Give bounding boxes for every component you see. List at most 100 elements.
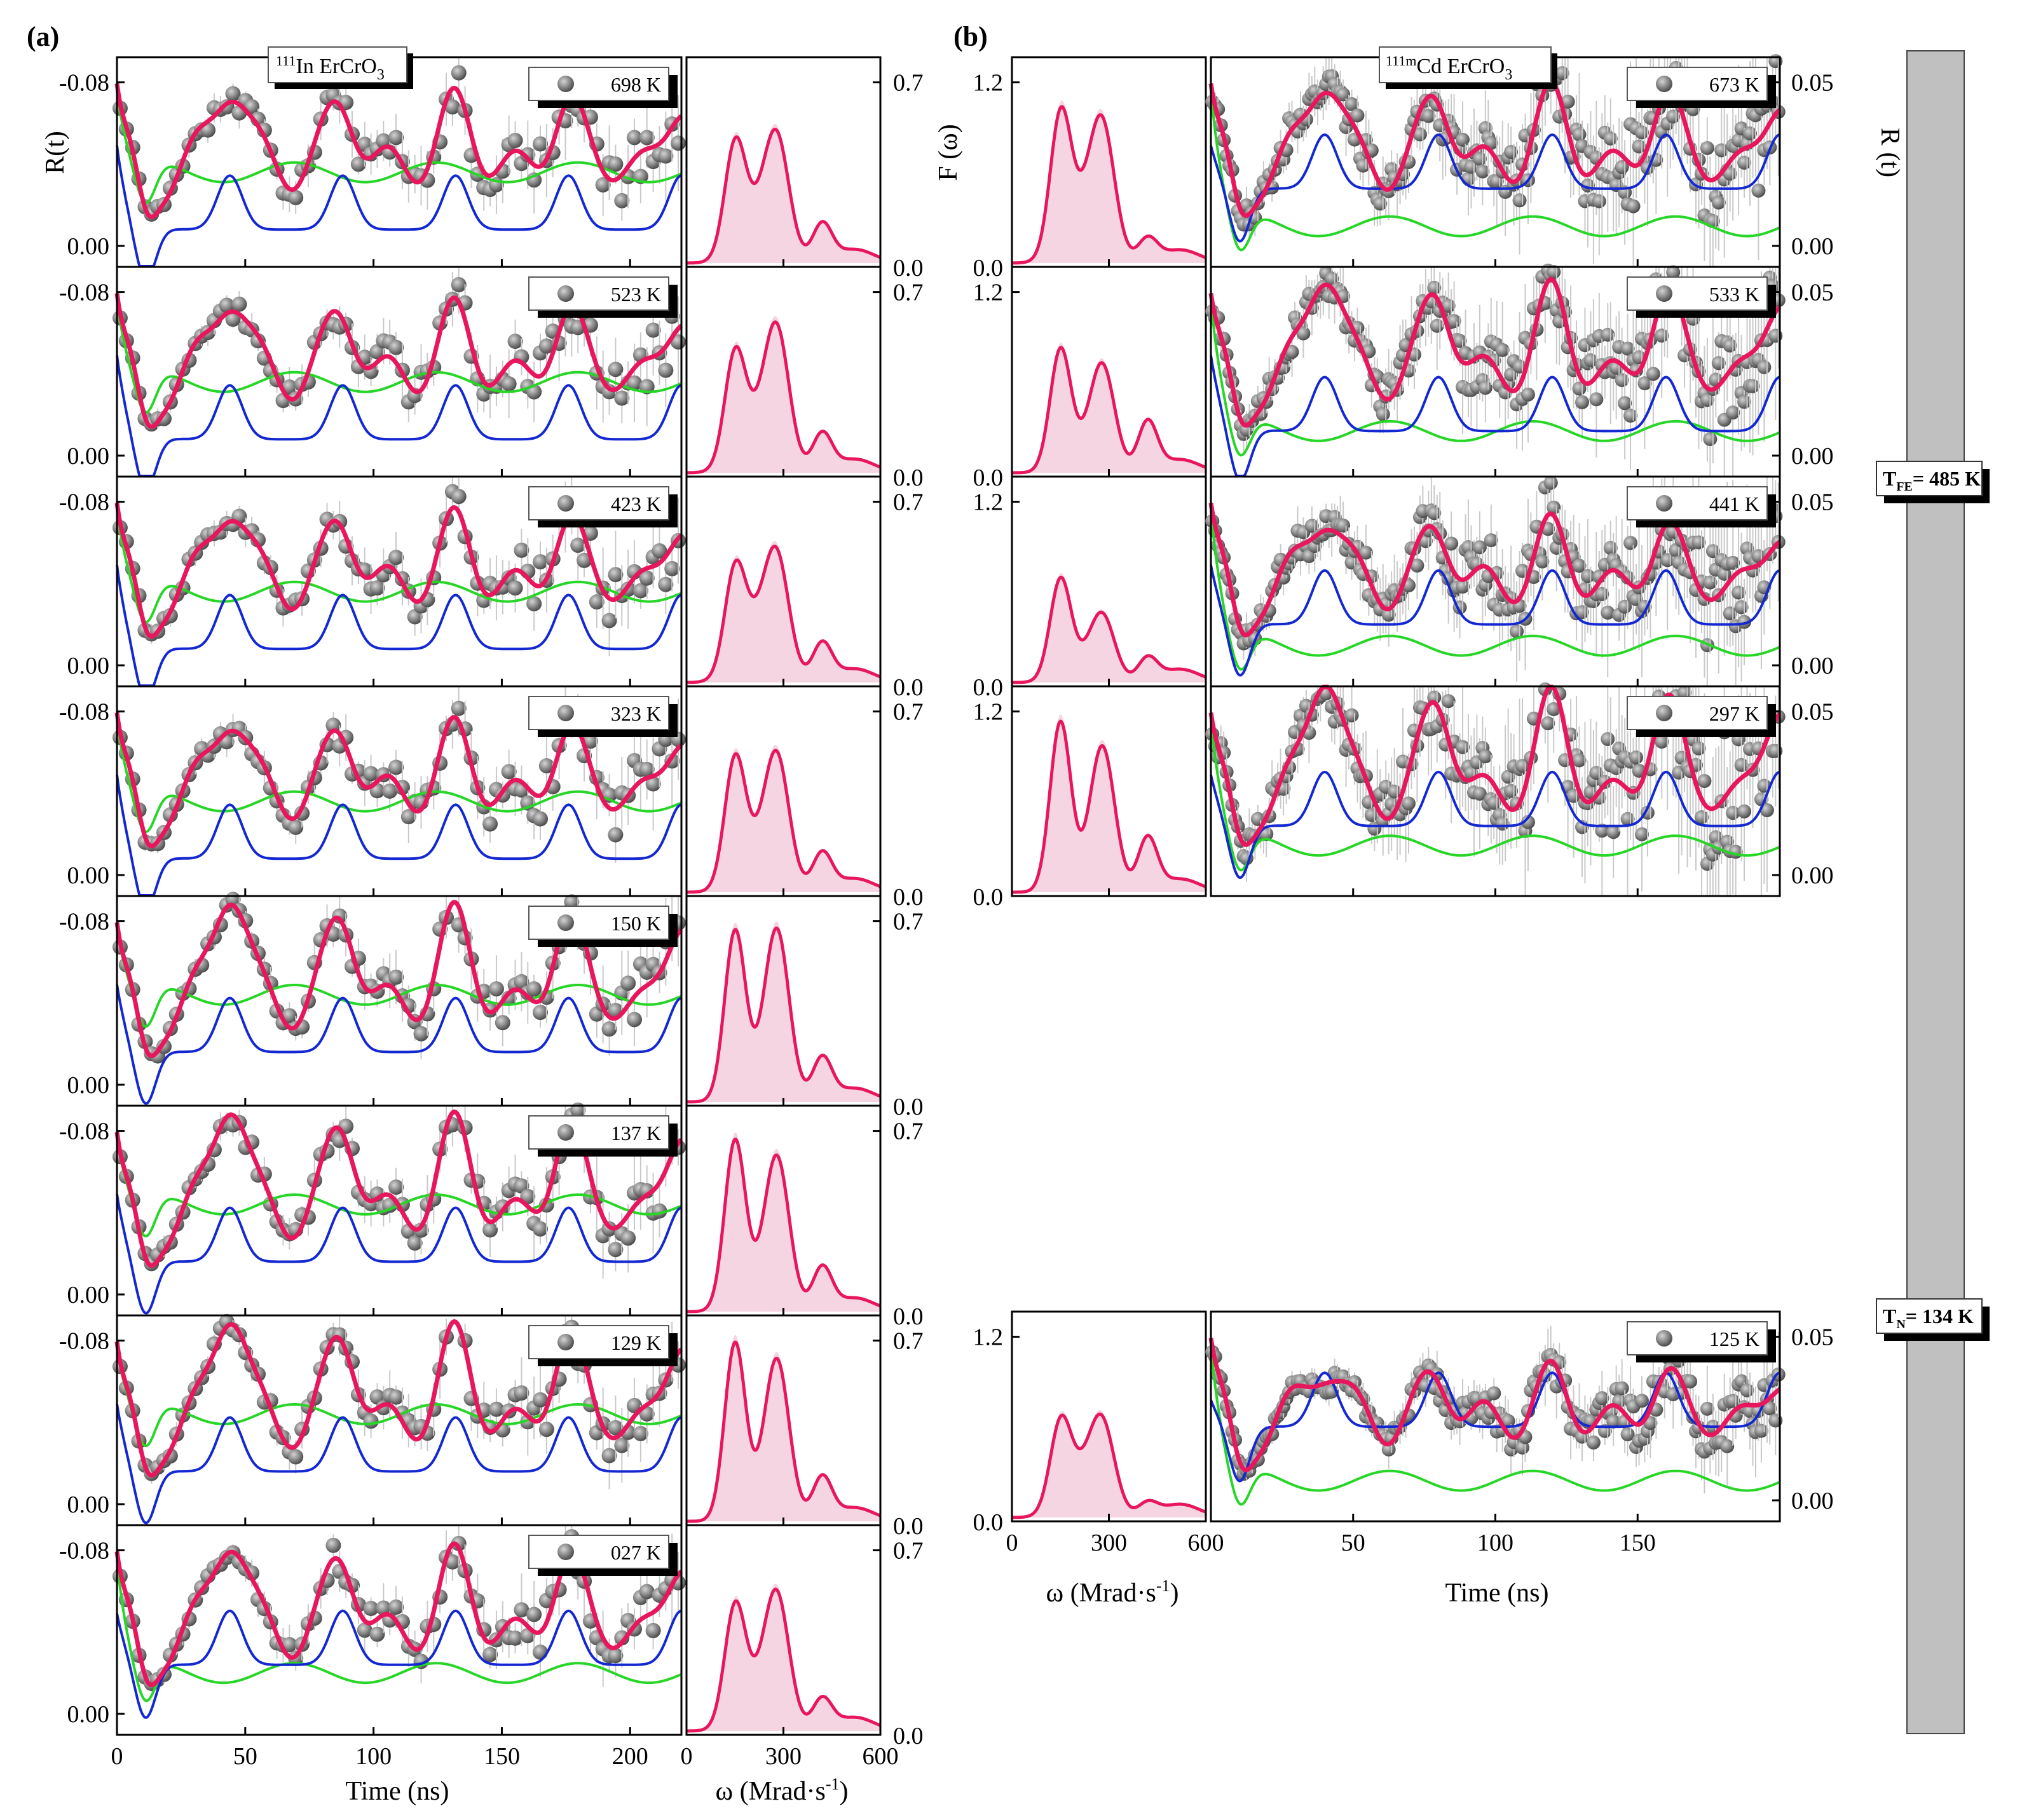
data-point	[1418, 534, 1433, 548]
data-point	[1501, 1414, 1515, 1429]
probe-a-text: In ErCrO	[296, 55, 376, 78]
a-freq-panel-3: 0.7 0.0	[685, 475, 924, 701]
b-omega-close: )	[1170, 1579, 1179, 1608]
data-point	[1441, 694, 1456, 709]
b-freq-panel-4-fill	[1012, 714, 1206, 892]
a-time-panel-8-frame	[116, 1524, 683, 1736]
legend-marker	[557, 1124, 574, 1141]
data-point	[1691, 535, 1706, 550]
data-point	[1626, 199, 1641, 214]
legend-marker	[1656, 495, 1672, 512]
y-tick-label: 0.7	[893, 489, 924, 516]
x-tick-label: 100	[1477, 1530, 1513, 1556]
x-tick-label: 50	[1341, 1530, 1365, 1556]
y-tick-label: 0.00	[1791, 862, 1834, 889]
y-tick-label: 0.00	[67, 1072, 110, 1099]
data-point	[1504, 784, 1519, 798]
data-point	[1472, 540, 1487, 555]
b-freq-panel-5: 1.2 0.00 300 600	[973, 1310, 1224, 1556]
a-time-panel-5: -0.08 0.00 150 K	[59, 892, 687, 1107]
y-tick-label: 1.2	[973, 280, 1004, 306]
data-point	[388, 759, 404, 775]
data-point	[658, 362, 674, 378]
data-point	[1629, 750, 1644, 764]
a-time-panel-7-total-fit	[114, 1319, 683, 1477]
temperature-label: 323 K	[611, 702, 661, 725]
data-point	[1634, 125, 1649, 140]
data-point	[1512, 193, 1527, 208]
b-time-panel-2-blue-fit	[1210, 355, 1780, 477]
data-point	[1356, 158, 1370, 173]
x-tick-label: 100	[355, 1743, 392, 1770]
data-point	[1381, 608, 1396, 622]
data-point	[1520, 815, 1535, 829]
y-tick-label: 0.00	[67, 1701, 110, 1728]
data-point	[1734, 757, 1749, 772]
data-point	[1620, 1427, 1635, 1442]
svg-text:TFE= 485 K: TFE= 485 K	[1883, 467, 1981, 494]
data-point	[1618, 599, 1632, 614]
tn-rest: = 134 K	[1906, 1305, 1974, 1328]
data-point	[1304, 519, 1319, 533]
data-point	[1660, 553, 1675, 567]
data-point	[219, 297, 235, 313]
probe-a-sup: 111	[276, 53, 296, 69]
b-freq-panel-2: 1.2 0.0	[973, 266, 1207, 491]
data-point	[514, 1602, 529, 1618]
legend-box	[1627, 276, 1768, 311]
b-time-label: Time (ns)	[1445, 1579, 1549, 1608]
a-time-panel-4-green-fit	[116, 720, 682, 833]
data-point	[608, 827, 624, 843]
data-point	[1572, 559, 1587, 573]
data-point	[1495, 817, 1510, 831]
data-point	[1737, 804, 1752, 818]
a-time-panel-1: -0.08 0.00 698 K	[59, 56, 687, 268]
data-point	[225, 86, 241, 102]
temperature-label: 423 K	[611, 492, 661, 515]
a-time-panel-6-blue-fit	[116, 1193, 682, 1315]
data-point	[1700, 393, 1714, 407]
data-point	[1694, 810, 1709, 824]
tn-annotation: TN= 134 K	[1876, 1298, 1990, 1341]
data-point	[639, 570, 655, 586]
data-point	[388, 969, 404, 985]
data-point	[1691, 741, 1706, 756]
b-freq-panel-3-curve	[1012, 575, 1206, 684]
data-point	[1700, 1401, 1714, 1416]
x-tick-label: 200	[612, 1743, 648, 1770]
b-time-panel-2-total-fit	[1208, 276, 1782, 428]
data-point	[1743, 126, 1758, 140]
data-point	[1510, 624, 1524, 639]
data-point	[514, 542, 529, 558]
b-time-panel-5: 0.05 0.00 50 100 150 125 K	[1205, 1310, 1834, 1556]
data-point	[1575, 395, 1589, 409]
data-point	[495, 1015, 510, 1031]
data-point	[1583, 353, 1598, 367]
legend-box	[1627, 67, 1768, 101]
data-point	[1655, 735, 1669, 749]
data-point	[538, 338, 554, 354]
data-point	[1358, 545, 1373, 560]
b-freq-panel-5-fill	[1012, 1409, 1206, 1518]
y-tick-label: 1.2	[973, 699, 1004, 726]
data-point	[1456, 580, 1470, 594]
data-point	[451, 1535, 467, 1551]
data-point	[482, 816, 498, 832]
legend-box	[528, 276, 669, 311]
data-point	[1603, 131, 1618, 146]
data-point	[533, 1644, 548, 1660]
b-time-panel-3-green-fit	[1210, 510, 1780, 671]
data-point	[627, 130, 642, 146]
a-time-panel-8-total-fit	[114, 1541, 683, 1687]
data-point	[1427, 506, 1442, 520]
y-tick-label: 0.00	[67, 443, 110, 470]
data-point	[1515, 1440, 1530, 1455]
data-point	[1646, 367, 1660, 381]
data-point	[632, 1425, 648, 1441]
data-point	[1543, 475, 1558, 490]
data-point	[382, 783, 398, 799]
data-point	[1737, 395, 1752, 409]
probe-b-sup: 111m	[1386, 53, 1416, 69]
data-point	[1726, 555, 1740, 570]
data-point	[501, 764, 517, 780]
